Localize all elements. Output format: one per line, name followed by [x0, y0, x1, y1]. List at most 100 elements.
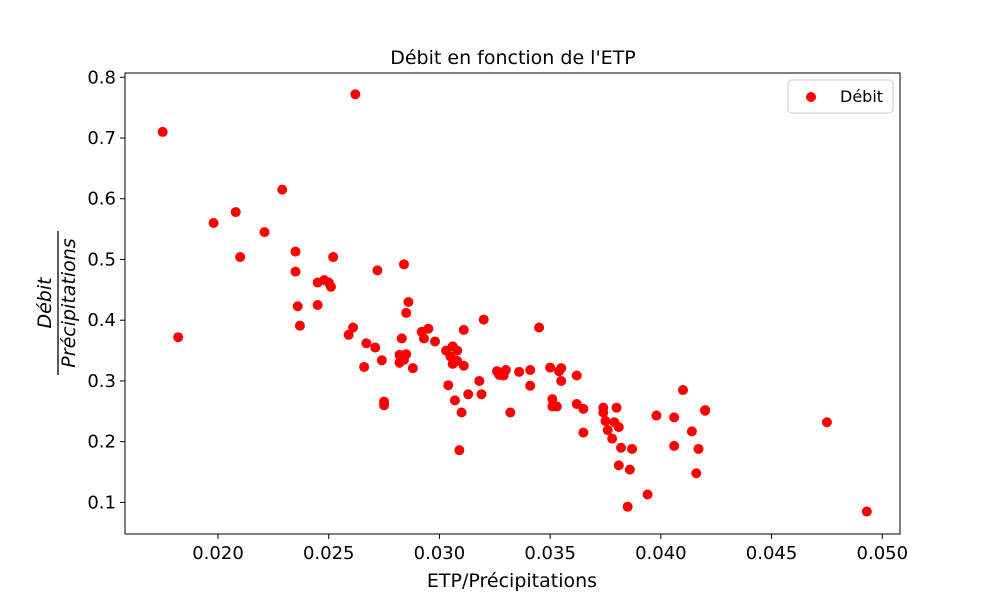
data-points [157, 89, 872, 517]
legend-box [787, 79, 894, 114]
x-tick-label: 0.045 [746, 543, 798, 564]
data-point [551, 401, 562, 412]
data-point [861, 506, 872, 517]
data-point [458, 324, 469, 335]
chart-title: Débit en fonction de l'ETP [390, 47, 636, 69]
data-point [290, 246, 301, 257]
data-point [208, 218, 219, 229]
data-point [525, 380, 536, 391]
data-point [616, 442, 626, 453]
data-point [602, 425, 613, 436]
data-point [370, 342, 381, 353]
data-point [458, 360, 469, 371]
y-axis-label-denominator: Précipitations [58, 238, 80, 368]
data-point [525, 365, 536, 376]
data-point [396, 333, 407, 344]
data-point [157, 126, 168, 137]
data-point [463, 389, 474, 400]
data-point [611, 402, 622, 413]
data-point [700, 405, 711, 416]
data-point [379, 400, 390, 411]
data-point [547, 394, 558, 405]
x-tick-label: 0.025 [303, 543, 355, 564]
data-point [372, 265, 383, 276]
data-point [401, 349, 412, 360]
y-tick-label: 0.7 [87, 128, 116, 149]
y-tick-label: 0.5 [87, 249, 116, 270]
data-point [613, 460, 624, 471]
data-point [359, 361, 370, 372]
y-tick-label: 0.6 [87, 189, 116, 210]
data-point [230, 207, 241, 218]
data-point [474, 375, 485, 386]
data-point [430, 336, 440, 347]
data-point [669, 412, 680, 423]
data-point [478, 314, 489, 325]
x-tick-label: 0.040 [635, 543, 687, 564]
data-point [423, 323, 434, 334]
y-axis-label: Débit Précipitations [34, 231, 80, 375]
data-point [545, 362, 556, 373]
legend-label: Débit [840, 87, 883, 106]
data-point [348, 322, 359, 333]
data-point [613, 422, 624, 433]
data-point [500, 365, 511, 376]
y-tick-label: 0.4 [87, 310, 116, 331]
x-tick-label: 0.035 [524, 543, 576, 564]
data-point [401, 307, 412, 318]
y-axis-ticks: 0.1 0.2 0.3 0.4 0.5 0.6 0.7 0.8 [87, 67, 125, 513]
data-point [277, 184, 288, 195]
data-point [403, 296, 414, 307]
data-point [691, 468, 702, 479]
y-tick-label: 0.2 [87, 432, 116, 453]
data-point [399, 259, 409, 270]
data-point [571, 370, 582, 381]
data-point [443, 380, 454, 391]
data-point [624, 464, 635, 475]
y-axis-label-numerator: Débit [34, 276, 56, 329]
data-point [343, 329, 354, 340]
data-point [642, 489, 653, 500]
data-point [328, 252, 339, 263]
data-point [678, 385, 688, 396]
data-point [312, 300, 323, 311]
x-axis-ticks: 0.020 0.025 0.030 0.035 0.040 0.045 0.050 [192, 534, 908, 564]
data-point [556, 375, 567, 386]
data-point [686, 426, 697, 437]
x-tick-label: 0.030 [414, 543, 466, 564]
data-point [294, 320, 305, 331]
data-point [693, 443, 704, 454]
data-point [361, 338, 372, 349]
data-point [454, 445, 465, 456]
x-axis-label: ETP/Précipitations [427, 570, 597, 592]
data-point [669, 440, 680, 451]
data-point [534, 322, 545, 333]
data-point [325, 281, 336, 292]
data-point [514, 366, 525, 377]
x-tick-label: 0.050 [857, 543, 909, 564]
data-point [627, 443, 638, 454]
data-point [578, 403, 589, 414]
data-point [376, 355, 387, 366]
data-point [292, 301, 303, 312]
x-tick-label: 0.020 [192, 543, 244, 564]
data-point [449, 395, 460, 406]
plot-frame [124, 72, 901, 535]
data-point [173, 332, 184, 343]
data-point [456, 407, 467, 418]
data-point [505, 407, 516, 418]
data-point [651, 410, 662, 421]
data-point [407, 363, 418, 374]
legend: Débit [787, 79, 894, 114]
y-tick-label: 0.1 [87, 492, 116, 513]
data-point [622, 501, 633, 512]
data-point [578, 427, 589, 438]
data-point [607, 433, 618, 444]
data-point [350, 89, 361, 100]
data-point [821, 417, 832, 428]
data-point [598, 402, 609, 413]
data-point [290, 266, 301, 277]
data-point [600, 416, 611, 427]
data-point [235, 252, 246, 263]
